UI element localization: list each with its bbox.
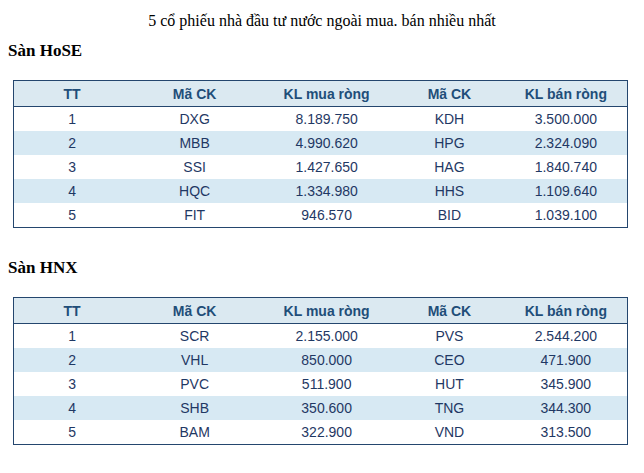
hnx-table-body: 1SCR2.155.000PVS2.544.2002VHL850.000CEO4… <box>14 324 628 445</box>
sell-ticker-cell: HHS <box>394 179 505 203</box>
row-number-cell: 2 <box>14 131 131 155</box>
sell-ticker-cell: HPG <box>394 131 505 155</box>
sell-ticker-cell: VND <box>394 420 505 445</box>
sell-ticker-cell: HUT <box>394 372 505 396</box>
buy-volume-cell: 511.900 <box>259 372 394 396</box>
buy-volume-cell: 8.189.750 <box>259 107 394 132</box>
document-page: 5 cổ phiếu nhà đầu tư nước ngoài mua. bá… <box>0 0 644 473</box>
hnx-table: TTMã CKKL mua ròngMã CKKL bán ròng 1SCR2… <box>13 297 628 445</box>
hose-table: TTMã CKKL mua ròngMã CKKL bán ròng 1DXG8… <box>13 80 628 228</box>
buy-volume-cell: 322.900 <box>259 420 394 445</box>
sell-ticker-cell: PVS <box>394 324 505 349</box>
buy-ticker-cell: DXG <box>130 107 259 132</box>
buy-ticker-cell: HQC <box>130 179 259 203</box>
buy-volume-cell: 1.427.650 <box>259 155 394 179</box>
sell-ticker-cell: CEO <box>394 348 505 372</box>
table-row: 2VHL850.000CEO471.900 <box>14 348 628 372</box>
column-header: Mã CK <box>394 298 505 324</box>
sell-volume-cell: 471.900 <box>505 348 628 372</box>
sell-volume-cell: 2.544.200 <box>505 324 628 349</box>
row-number-cell: 3 <box>14 155 131 179</box>
column-header: TT <box>14 81 131 107</box>
section-heading-hose: Sàn HoSE <box>0 30 644 61</box>
table-row: 3SSI1.427.650HAG1.840.740 <box>14 155 628 179</box>
sell-volume-cell: 345.900 <box>505 372 628 396</box>
table-row: 5BAM322.900VND313.500 <box>14 420 628 445</box>
row-number-cell: 1 <box>14 107 131 132</box>
column-header: KL mua ròng <box>259 298 394 324</box>
column-header: TT <box>14 298 131 324</box>
sell-ticker-cell: BID <box>394 203 505 228</box>
buy-volume-cell: 4.990.620 <box>259 131 394 155</box>
buy-ticker-cell: PVC <box>130 372 259 396</box>
sell-volume-cell: 2.324.090 <box>505 131 628 155</box>
buy-ticker-cell: SSI <box>130 155 259 179</box>
table-row: 5FIT946.570BID1.039.100 <box>14 203 628 228</box>
row-number-cell: 1 <box>14 324 131 349</box>
column-header: Mã CK <box>130 81 259 107</box>
table-row: 4HQC1.334.980HHS1.109.640 <box>14 179 628 203</box>
buy-ticker-cell: MBB <box>130 131 259 155</box>
buy-volume-cell: 850.000 <box>259 348 394 372</box>
table-row: 4SHB350.600TNG344.300 <box>14 396 628 420</box>
section-heading-hnx: Sàn HNX <box>0 228 644 278</box>
buy-volume-cell: 350.600 <box>259 396 394 420</box>
hnx-table-header-row: TTMã CKKL mua ròngMã CKKL bán ròng <box>14 298 628 324</box>
sell-volume-cell: 344.300 <box>505 396 628 420</box>
sell-volume-cell: 313.500 <box>505 420 628 445</box>
column-header: Mã CK <box>130 298 259 324</box>
row-number-cell: 2 <box>14 348 131 372</box>
column-header: KL bán ròng <box>505 81 628 107</box>
buy-ticker-cell: SCR <box>130 324 259 349</box>
sell-ticker-cell: TNG <box>394 396 505 420</box>
column-header: KL bán ròng <box>505 298 628 324</box>
row-number-cell: 5 <box>14 203 131 228</box>
buy-ticker-cell: BAM <box>130 420 259 445</box>
buy-ticker-cell: FIT <box>130 203 259 228</box>
table-row: 1SCR2.155.000PVS2.544.200 <box>14 324 628 349</box>
sell-volume-cell: 1.039.100 <box>505 203 628 228</box>
table-row: 2MBB4.990.620HPG2.324.090 <box>14 131 628 155</box>
row-number-cell: 5 <box>14 420 131 445</box>
buy-ticker-cell: VHL <box>130 348 259 372</box>
sell-ticker-cell: KDH <box>394 107 505 132</box>
buy-volume-cell: 2.155.000 <box>259 324 394 349</box>
sell-volume-cell: 1.840.740 <box>505 155 628 179</box>
row-number-cell: 4 <box>14 179 131 203</box>
row-number-cell: 3 <box>14 372 131 396</box>
page-title: 5 cổ phiếu nhà đầu tư nước ngoài mua. bá… <box>0 0 644 30</box>
column-header: Mã CK <box>394 81 505 107</box>
table-row: 1DXG8.189.750KDH3.500.000 <box>14 107 628 132</box>
buy-volume-cell: 1.334.980 <box>259 179 394 203</box>
buy-volume-cell: 946.570 <box>259 203 394 228</box>
buy-ticker-cell: SHB <box>130 396 259 420</box>
table-row: 3PVC511.900HUT345.900 <box>14 372 628 396</box>
column-header: KL mua ròng <box>259 81 394 107</box>
hose-table-header-row: TTMã CKKL mua ròngMã CKKL bán ròng <box>14 81 628 107</box>
sell-ticker-cell: HAG <box>394 155 505 179</box>
hose-table-body: 1DXG8.189.750KDH3.500.0002MBB4.990.620HP… <box>14 107 628 228</box>
sell-volume-cell: 3.500.000 <box>505 107 628 132</box>
sell-volume-cell: 1.109.640 <box>505 179 628 203</box>
row-number-cell: 4 <box>14 396 131 420</box>
